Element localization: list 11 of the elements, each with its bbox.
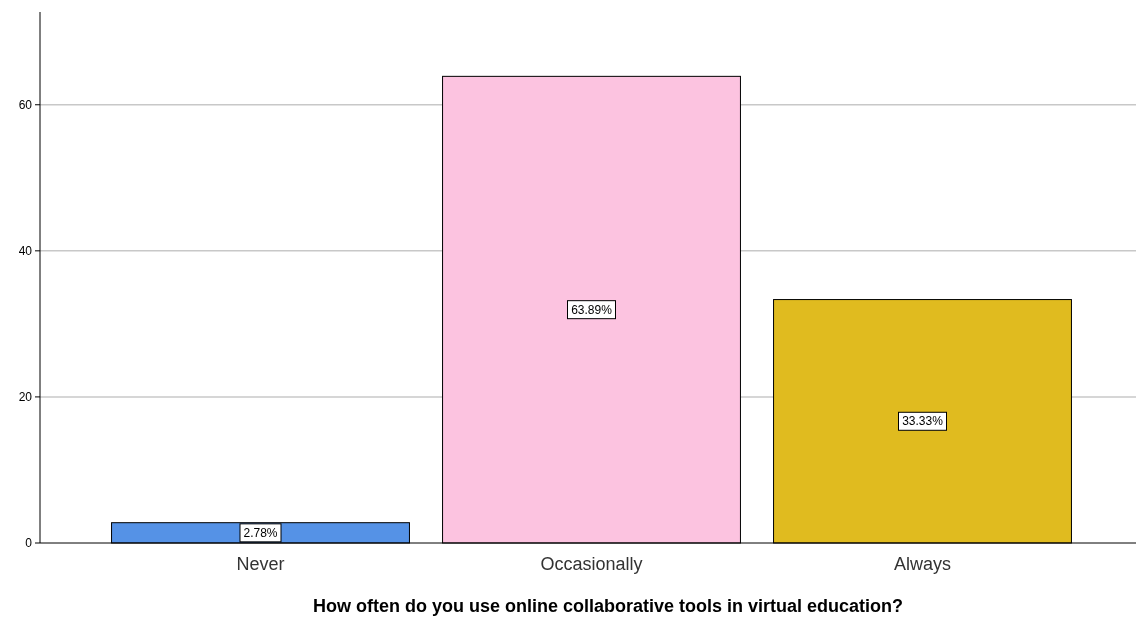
data-label: 63.89% bbox=[571, 302, 613, 317]
data-label: 2.78% bbox=[243, 525, 278, 540]
y-tick-label: 40 bbox=[18, 243, 33, 258]
x-tick-label: Occasionally bbox=[540, 554, 643, 574]
x-tick-label: Never bbox=[236, 554, 285, 574]
y-tick-label: 0 bbox=[25, 536, 33, 550]
y-tick-label: 60 bbox=[18, 97, 33, 112]
x-tick-label: Always bbox=[893, 554, 952, 574]
y-tick-label: 20 bbox=[18, 389, 33, 404]
data-label: 33.33% bbox=[902, 414, 944, 429]
x-axis-title: How often do you use online collaborative tools in virtual education? bbox=[312, 596, 904, 616]
